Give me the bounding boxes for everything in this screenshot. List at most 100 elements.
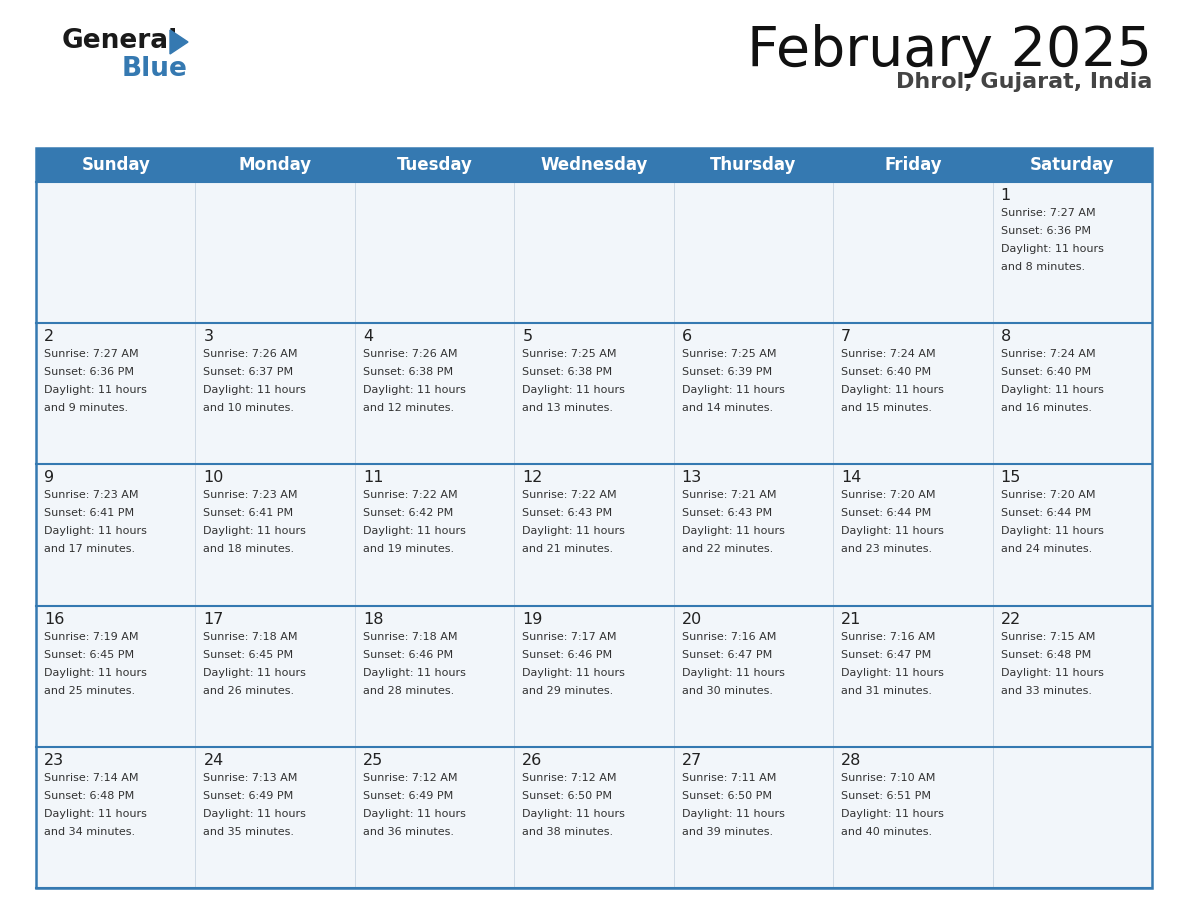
Text: Sunrise: 7:27 AM: Sunrise: 7:27 AM: [1000, 208, 1095, 218]
Text: and 29 minutes.: and 29 minutes.: [523, 686, 613, 696]
Text: 3: 3: [203, 330, 214, 344]
Text: Daylight: 11 hours: Daylight: 11 hours: [1000, 667, 1104, 677]
Text: 10: 10: [203, 470, 223, 486]
Text: 8: 8: [1000, 330, 1011, 344]
Text: Daylight: 11 hours: Daylight: 11 hours: [682, 526, 784, 536]
Text: Daylight: 11 hours: Daylight: 11 hours: [44, 386, 147, 396]
Text: Sunrise: 7:18 AM: Sunrise: 7:18 AM: [362, 632, 457, 642]
Text: 20: 20: [682, 611, 702, 627]
Text: Sunset: 6:44 PM: Sunset: 6:44 PM: [841, 509, 931, 519]
Text: Tuesday: Tuesday: [397, 156, 473, 174]
Text: Sunrise: 7:22 AM: Sunrise: 7:22 AM: [362, 490, 457, 500]
Text: Sunset: 6:48 PM: Sunset: 6:48 PM: [1000, 650, 1091, 660]
Text: and 24 minutes.: and 24 minutes.: [1000, 544, 1092, 554]
Text: Sunrise: 7:20 AM: Sunrise: 7:20 AM: [1000, 490, 1095, 500]
Text: Sunrise: 7:20 AM: Sunrise: 7:20 AM: [841, 490, 936, 500]
Text: Daylight: 11 hours: Daylight: 11 hours: [44, 667, 147, 677]
Bar: [36, 747, 1152, 888]
Text: 14: 14: [841, 470, 861, 486]
Bar: [36, 182, 1152, 323]
Text: Sunrise: 7:25 AM: Sunrise: 7:25 AM: [523, 349, 617, 359]
Text: Sunset: 6:43 PM: Sunset: 6:43 PM: [523, 509, 612, 519]
Text: Sunset: 6:40 PM: Sunset: 6:40 PM: [841, 367, 931, 377]
Text: Wednesday: Wednesday: [541, 156, 647, 174]
Bar: [36, 148, 1152, 888]
Text: Daylight: 11 hours: Daylight: 11 hours: [44, 809, 147, 819]
Text: 16: 16: [44, 611, 64, 627]
Text: 13: 13: [682, 470, 702, 486]
Text: Sunset: 6:48 PM: Sunset: 6:48 PM: [44, 790, 134, 800]
Text: Sunset: 6:38 PM: Sunset: 6:38 PM: [523, 367, 612, 377]
Text: Sunset: 6:47 PM: Sunset: 6:47 PM: [841, 650, 931, 660]
Text: Sunset: 6:39 PM: Sunset: 6:39 PM: [682, 367, 772, 377]
Bar: [36, 323, 1152, 465]
Text: 2: 2: [44, 330, 55, 344]
Text: and 40 minutes.: and 40 minutes.: [841, 827, 933, 837]
Text: Sunrise: 7:13 AM: Sunrise: 7:13 AM: [203, 773, 298, 783]
Text: Thursday: Thursday: [710, 156, 797, 174]
Text: and 15 minutes.: and 15 minutes.: [841, 403, 933, 413]
Text: and 30 minutes.: and 30 minutes.: [682, 686, 772, 696]
Text: Sunday: Sunday: [81, 156, 150, 174]
Text: Daylight: 11 hours: Daylight: 11 hours: [203, 809, 307, 819]
Text: 17: 17: [203, 611, 223, 627]
Text: 25: 25: [362, 753, 383, 767]
Text: 1: 1: [1000, 188, 1011, 203]
Text: 6: 6: [682, 330, 691, 344]
Text: and 31 minutes.: and 31 minutes.: [841, 686, 933, 696]
Text: Blue: Blue: [122, 56, 188, 82]
Text: 5: 5: [523, 330, 532, 344]
Text: Sunrise: 7:14 AM: Sunrise: 7:14 AM: [44, 773, 139, 783]
Text: Sunset: 6:44 PM: Sunset: 6:44 PM: [1000, 509, 1091, 519]
Text: and 9 minutes.: and 9 minutes.: [44, 403, 128, 413]
Text: Sunrise: 7:19 AM: Sunrise: 7:19 AM: [44, 632, 139, 642]
Text: Daylight: 11 hours: Daylight: 11 hours: [44, 526, 147, 536]
Text: 22: 22: [1000, 611, 1020, 627]
Text: 18: 18: [362, 611, 384, 627]
Polygon shape: [170, 30, 188, 54]
Text: Sunrise: 7:21 AM: Sunrise: 7:21 AM: [682, 490, 776, 500]
Text: 12: 12: [523, 470, 543, 486]
Text: Daylight: 11 hours: Daylight: 11 hours: [203, 667, 307, 677]
Text: Sunrise: 7:16 AM: Sunrise: 7:16 AM: [682, 632, 776, 642]
Text: Sunrise: 7:23 AM: Sunrise: 7:23 AM: [44, 490, 139, 500]
Text: 7: 7: [841, 330, 852, 344]
Text: Sunrise: 7:15 AM: Sunrise: 7:15 AM: [1000, 632, 1095, 642]
Bar: [36, 148, 1152, 182]
Bar: [36, 606, 1152, 747]
Text: and 34 minutes.: and 34 minutes.: [44, 827, 135, 837]
Text: and 36 minutes.: and 36 minutes.: [362, 827, 454, 837]
Text: Sunset: 6:51 PM: Sunset: 6:51 PM: [841, 790, 931, 800]
Text: Sunrise: 7:18 AM: Sunrise: 7:18 AM: [203, 632, 298, 642]
Text: and 14 minutes.: and 14 minutes.: [682, 403, 773, 413]
Text: Dhrol, Gujarat, India: Dhrol, Gujarat, India: [896, 72, 1152, 92]
Text: and 22 minutes.: and 22 minutes.: [682, 544, 773, 554]
Text: and 17 minutes.: and 17 minutes.: [44, 544, 135, 554]
Text: Daylight: 11 hours: Daylight: 11 hours: [523, 809, 625, 819]
Text: and 25 minutes.: and 25 minutes.: [44, 686, 135, 696]
Text: Sunset: 6:49 PM: Sunset: 6:49 PM: [362, 790, 453, 800]
Text: Daylight: 11 hours: Daylight: 11 hours: [1000, 244, 1104, 254]
Text: Daylight: 11 hours: Daylight: 11 hours: [1000, 526, 1104, 536]
Text: Saturday: Saturday: [1030, 156, 1114, 174]
Text: Sunset: 6:41 PM: Sunset: 6:41 PM: [44, 509, 134, 519]
Text: Daylight: 11 hours: Daylight: 11 hours: [523, 667, 625, 677]
Text: Sunset: 6:45 PM: Sunset: 6:45 PM: [44, 650, 134, 660]
Text: and 19 minutes.: and 19 minutes.: [362, 544, 454, 554]
Text: 24: 24: [203, 753, 223, 767]
Text: Sunset: 6:36 PM: Sunset: 6:36 PM: [44, 367, 134, 377]
Text: Daylight: 11 hours: Daylight: 11 hours: [841, 809, 944, 819]
Text: 15: 15: [1000, 470, 1020, 486]
Text: Sunset: 6:37 PM: Sunset: 6:37 PM: [203, 367, 293, 377]
Text: Sunset: 6:36 PM: Sunset: 6:36 PM: [1000, 226, 1091, 236]
Text: and 33 minutes.: and 33 minutes.: [1000, 686, 1092, 696]
Text: Sunset: 6:42 PM: Sunset: 6:42 PM: [362, 509, 453, 519]
Text: 26: 26: [523, 753, 543, 767]
Text: Sunrise: 7:24 AM: Sunrise: 7:24 AM: [841, 349, 936, 359]
Text: Sunrise: 7:24 AM: Sunrise: 7:24 AM: [1000, 349, 1095, 359]
Text: 4: 4: [362, 330, 373, 344]
Text: and 16 minutes.: and 16 minutes.: [1000, 403, 1092, 413]
Text: Sunrise: 7:26 AM: Sunrise: 7:26 AM: [203, 349, 298, 359]
Text: and 18 minutes.: and 18 minutes.: [203, 544, 295, 554]
Text: Sunset: 6:40 PM: Sunset: 6:40 PM: [1000, 367, 1091, 377]
